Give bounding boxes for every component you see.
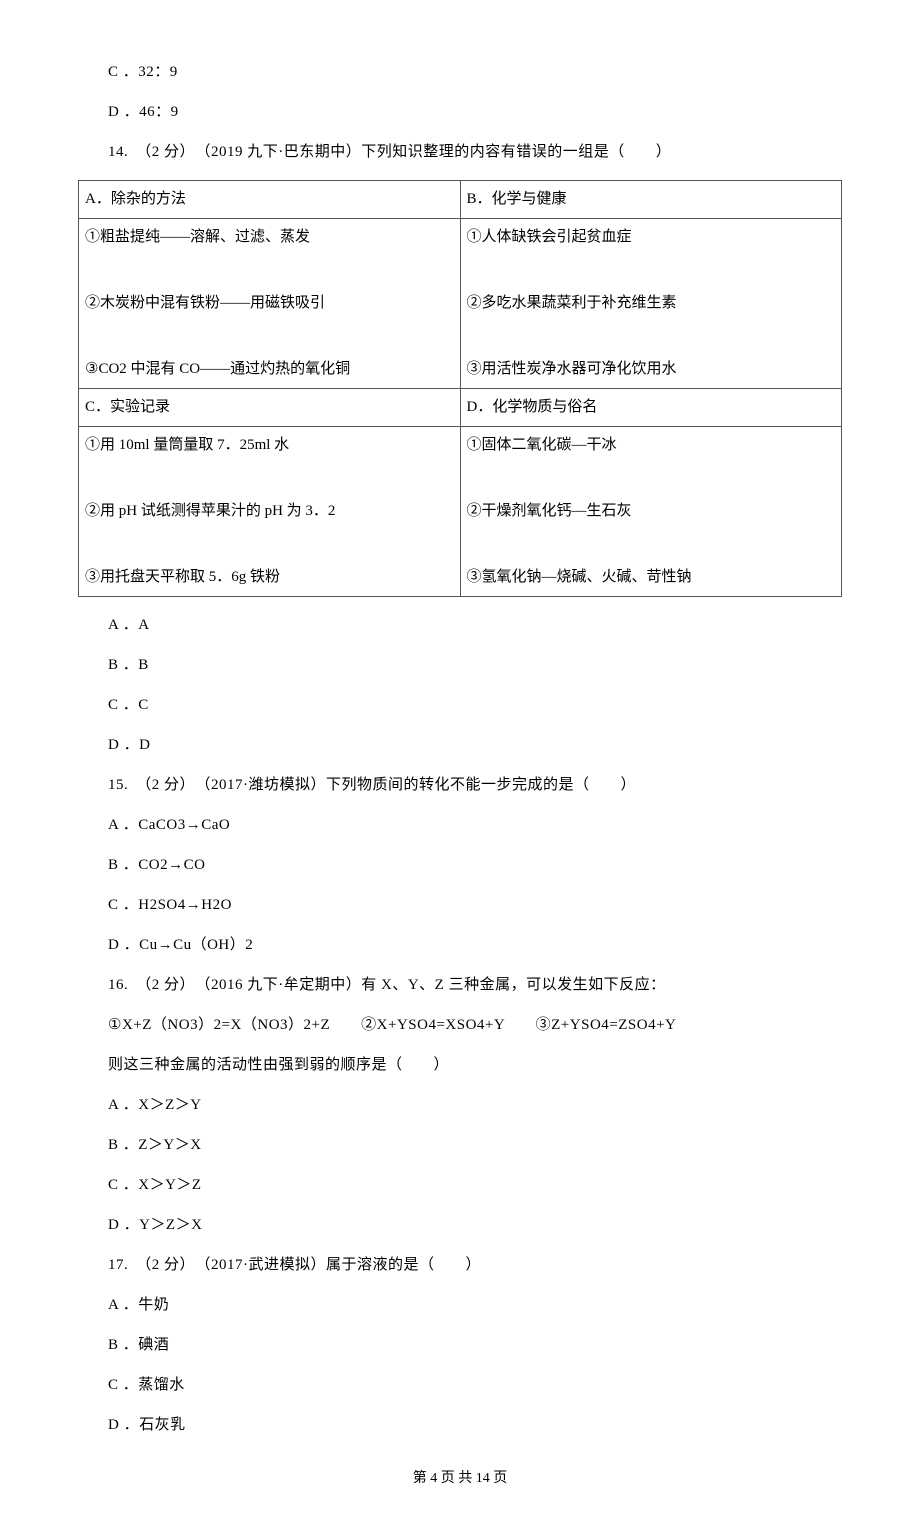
q16-option-d: D ．Y＞Z＞X bbox=[78, 1213, 842, 1237]
q17-option-a: A ．牛奶 bbox=[78, 1293, 842, 1317]
q14-cell-c-body: ①用 10ml 量筒量取 7．25ml 水 ②用 pH 试纸测得苹果汁的 pH … bbox=[79, 427, 461, 597]
q15-option-c: C ．H2SO4→H2O bbox=[78, 893, 842, 917]
exam-page: C ．32：9 D ．46：9 14. （2 分） （2019 九下·巴东期中）… bbox=[0, 0, 920, 1527]
q14-cell-d-body: ①固体二氧化碳—干冰 ②干燥剂氧化钙—生石灰 ③氢氧化钠—烧碱、火碱、苛性钠 bbox=[460, 427, 842, 597]
page-footer: 第 4 页 共 14 页 bbox=[78, 1467, 842, 1487]
q14-option-a: A ．A bbox=[78, 613, 842, 637]
q13-option-c: C ．32：9 bbox=[78, 60, 842, 84]
q15-option-a: A ．CaCO3→CaO bbox=[78, 813, 842, 837]
q14-option-c: C ．C bbox=[78, 693, 842, 717]
q17-stem: 17. （2 分） （2017·武进模拟）属于溶液的是（ ） bbox=[78, 1253, 842, 1277]
q14-cell-b-body: ①人体缺铁会引起贫血症 ②多吃水果蔬菜利于补充维生素 ③用活性炭净水器可净化饮用… bbox=[460, 219, 842, 389]
q14-option-d: D ．D bbox=[78, 733, 842, 757]
q16-option-a: A ．X＞Z＞Y bbox=[78, 1093, 842, 1117]
q16-option-c: C ．X＞Y＞Z bbox=[78, 1173, 842, 1197]
q16-stem: 16. （2 分） （2016 九下·牟定期中）有 X、Y、Z 三种金属，可以发… bbox=[78, 973, 842, 997]
q14-option-b: B ．B bbox=[78, 653, 842, 677]
q15-stem: 15. （2 分） （2017·潍坊模拟）下列物质间的转化不能一步完成的是（ ） bbox=[78, 773, 842, 797]
q14-cell-a-head: A．除杂的方法 bbox=[79, 181, 461, 219]
q13-option-d: D ．46：9 bbox=[78, 100, 842, 124]
q14-cell-c-head: C．实验记录 bbox=[79, 389, 461, 427]
q14-cell-a-body: ①粗盐提纯——溶解、过滤、蒸发 ②木炭粉中混有铁粉——用磁铁吸引 ③CO2 中混… bbox=[79, 219, 461, 389]
q14-cell-d-head: D．化学物质与俗名 bbox=[460, 389, 842, 427]
q17-option-b: B ．碘酒 bbox=[78, 1333, 842, 1357]
q17-option-d: D ．石灰乳 bbox=[78, 1413, 842, 1437]
q16-equations: ①X+Z（NO3）2=X（NO3）2+Z ②X+YSO4=XSO4+Y ③Z+Y… bbox=[78, 1013, 842, 1037]
q16-substem: 则这三种金属的活动性由强到弱的顺序是（ ） bbox=[78, 1053, 842, 1077]
q14-stem: 14. （2 分） （2019 九下·巴东期中）下列知识整理的内容有错误的一组是… bbox=[78, 140, 842, 164]
q17-option-c: C ．蒸馏水 bbox=[78, 1373, 842, 1397]
q14-cell-b-head: B．化学与健康 bbox=[460, 181, 842, 219]
q16-option-b: B ．Z＞Y＞X bbox=[78, 1133, 842, 1157]
q14-table: A．除杂的方法 B．化学与健康 ①粗盐提纯——溶解、过滤、蒸发 ②木炭粉中混有铁… bbox=[78, 180, 842, 597]
q15-option-d: D ．Cu→Cu（OH）2 bbox=[78, 933, 842, 957]
q15-option-b: B ．CO2→CO bbox=[78, 853, 842, 877]
